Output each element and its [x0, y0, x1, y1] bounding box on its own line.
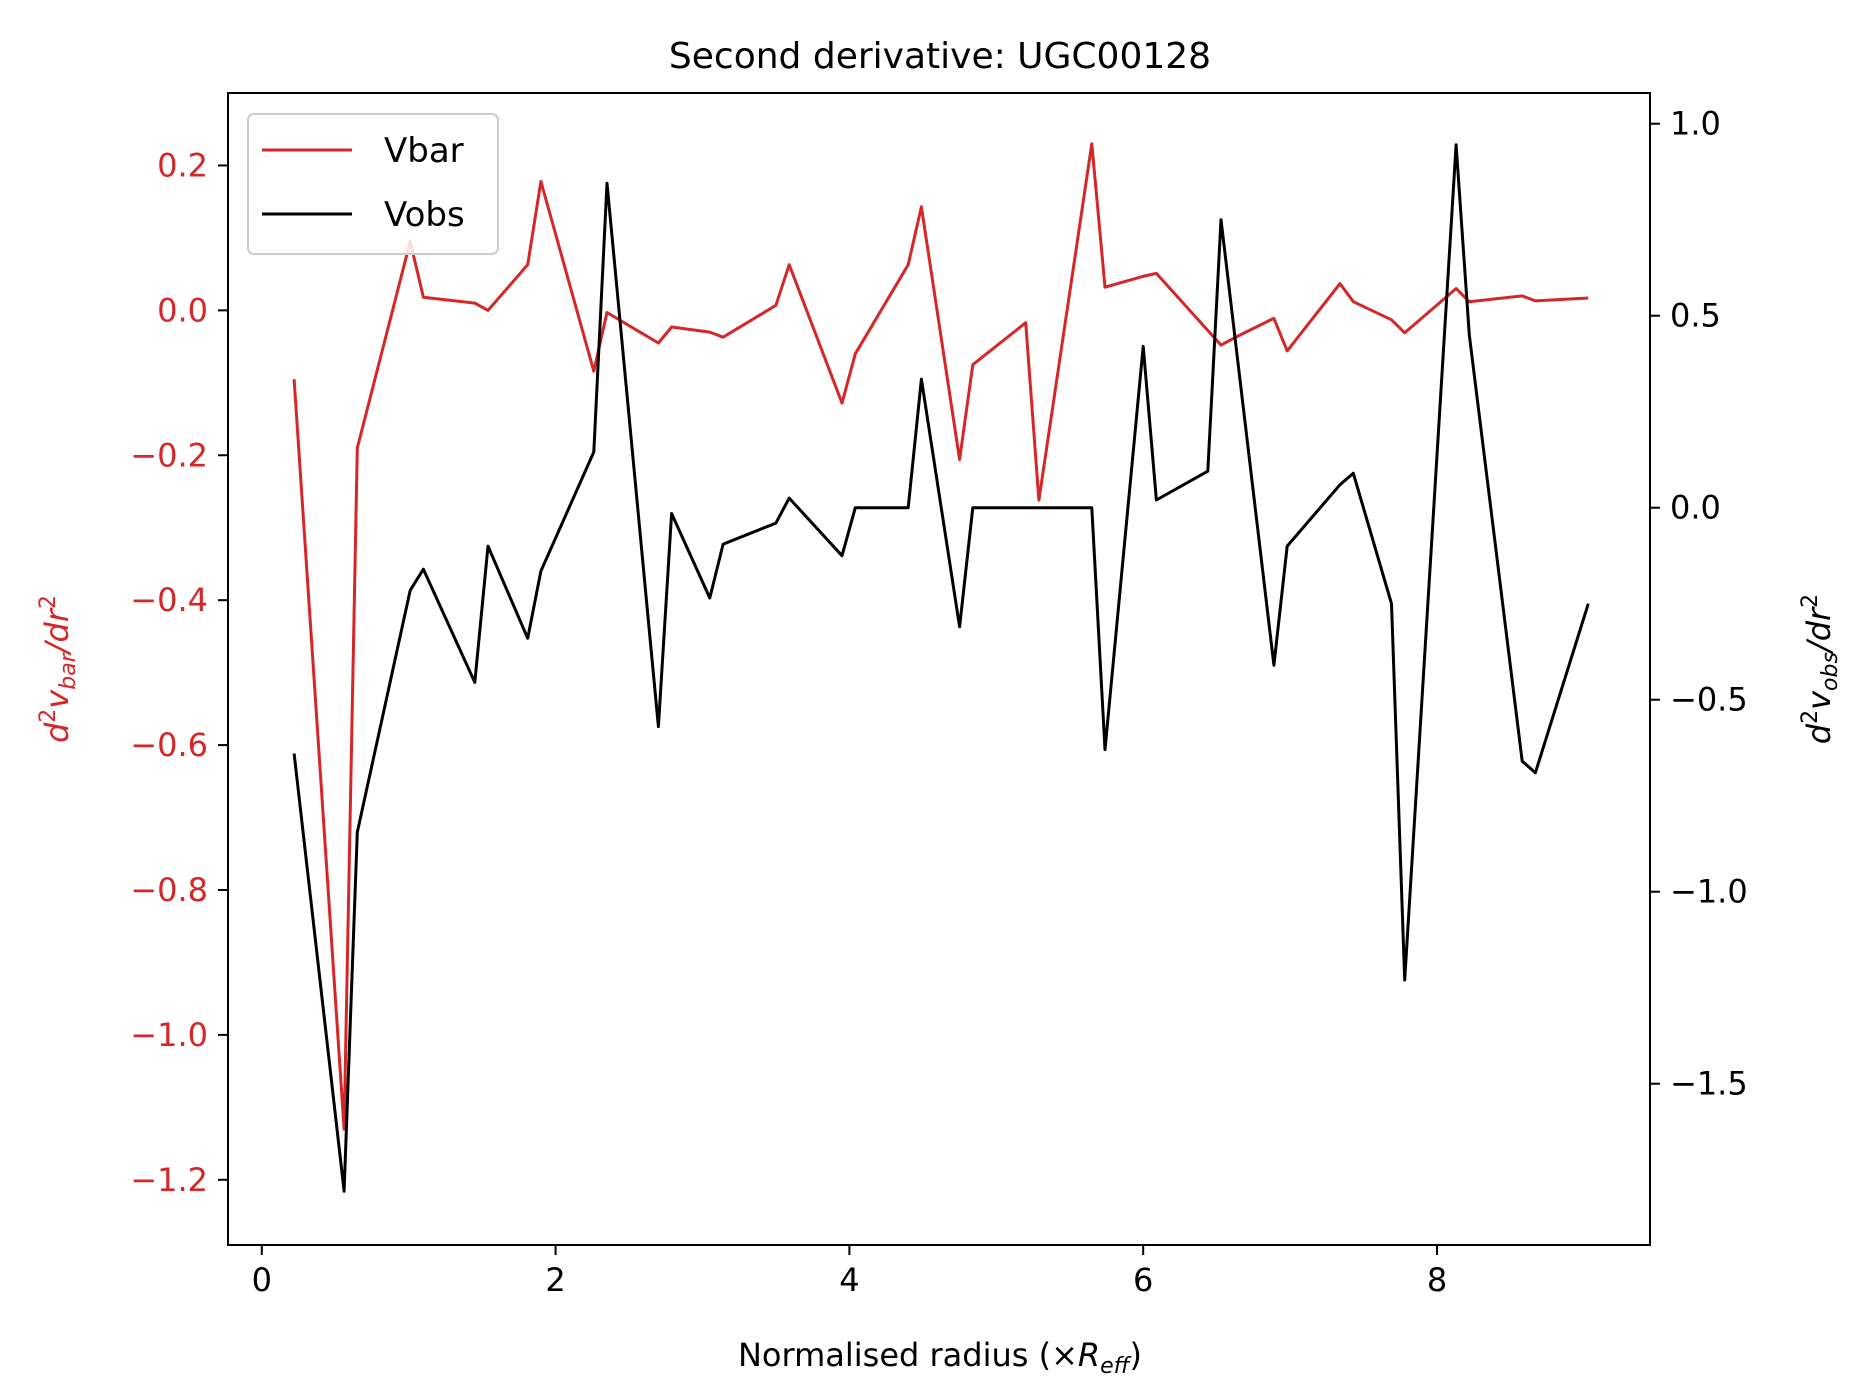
plot-frame — [227, 92, 1651, 1246]
series-line-vbar — [292, 142, 1589, 1131]
right-y-tick-label: 1.0 — [1670, 105, 1721, 143]
left-y-tick-label: −0.2 — [130, 436, 208, 474]
right-y-tick-label: −0.5 — [1670, 681, 1748, 719]
series-line-vobs — [292, 143, 1590, 1193]
left-y-tick-label: −0.4 — [130, 581, 208, 619]
x-axis-ticks: 0 2 4 6 8 — [252, 1245, 1447, 1299]
right-y-tick-label: −1.0 — [1670, 873, 1748, 911]
right-y-tick-label: 0.5 — [1670, 297, 1721, 335]
right-y-tick-label: 0.0 — [1670, 489, 1721, 527]
right-y-axis-label: d2vobs/dr2 — [1798, 594, 1843, 744]
x-tick-label: 2 — [545, 1261, 565, 1299]
chart-title: Second derivative: UGC00128 — [669, 36, 1211, 77]
left-y-tick-label: −1.2 — [130, 1161, 208, 1199]
left-y-tick-label: 0.0 — [157, 291, 208, 329]
left-y-tick-label: −1.0 — [130, 1016, 208, 1054]
legend: Vbar Vobs — [247, 113, 499, 255]
right-y-tick-label: −1.5 — [1670, 1065, 1748, 1103]
x-tick-label: 6 — [1133, 1261, 1153, 1299]
left-y-tick-label: −0.6 — [130, 726, 208, 764]
left-y-axis-label: d2vbar/dr2 — [36, 595, 81, 743]
left-y-tick-label: −0.8 — [130, 871, 208, 909]
x-axis-label-math: R — [1078, 1336, 1100, 1374]
x-tick-label: 8 — [1427, 1261, 1447, 1299]
x-tick-label: 0 — [252, 1261, 272, 1299]
right-y-axis-ticks: 1.0 0.5 0.0 −0.5 −1.0 −1.5 — [1650, 105, 1748, 1103]
legend-label-vbar: Vbar — [384, 131, 464, 171]
x-axis-label: Normalised radius (×Reff) — [738, 1336, 1142, 1379]
x-axis-label-close: ) — [1130, 1336, 1142, 1374]
x-tick-label: 4 — [839, 1261, 859, 1299]
left-y-tick-label: 0.2 — [157, 146, 208, 184]
left-y-axis-ticks: 0.2 0.0 −0.2 −0.4 −0.6 −0.8 −1.0 −1.2 — [130, 146, 228, 1199]
legend-label-vobs: Vobs — [384, 195, 465, 235]
x-axis-label-text: Normalised radius (× — [738, 1336, 1078, 1374]
x-axis-label-sub: eff — [1100, 1354, 1132, 1379]
